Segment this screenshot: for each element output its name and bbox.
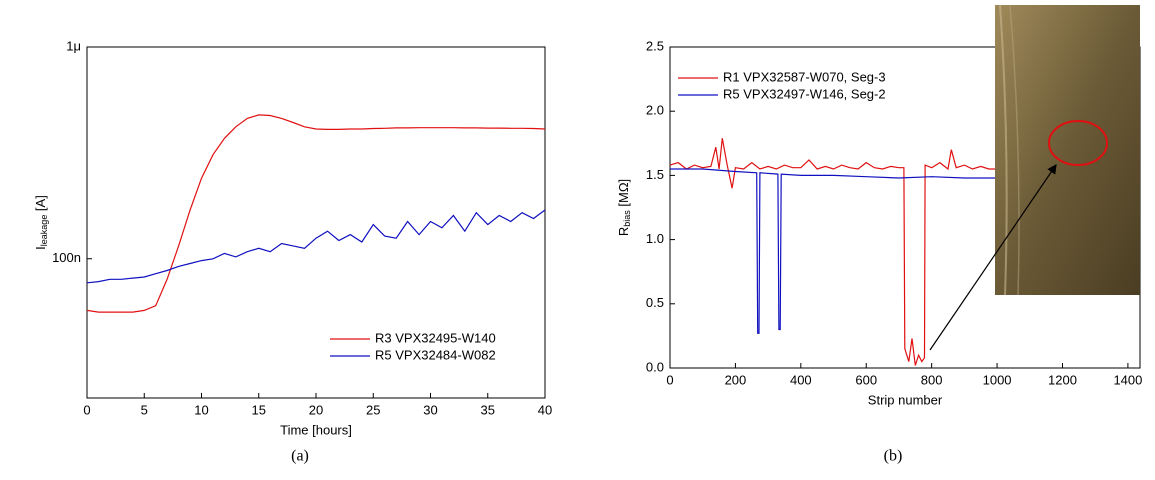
caption: (a): [291, 448, 309, 465]
y-tick-label: 100n: [52, 250, 81, 265]
x-tick-label: 800: [921, 372, 943, 387]
y-axis-label-part: [A]: [33, 195, 48, 215]
y-axis-label-part: leakage: [39, 215, 49, 247]
series-line: [670, 168, 998, 334]
y-axis-label-part: I: [33, 246, 48, 250]
legend-label: R5 VPX32497-W146, Seg-2: [723, 86, 886, 101]
x-tick-label: 5: [141, 402, 148, 417]
legend-label: R5 VPX32484-W082: [375, 347, 496, 362]
chart: 0 5 10 15 20 25 30 35 40 100n 1μ Time [hours] Ileaka…: [33, 38, 552, 464]
y-tick-label: 0.0: [646, 359, 664, 374]
x-tick-label: 1000: [983, 372, 1012, 387]
x-tick-label: 40: [538, 402, 552, 417]
series-line: [86, 114, 546, 313]
y-axis-label-part: [MΩ]: [616, 179, 631, 210]
x-tick-label: 0: [83, 402, 90, 417]
caption: (b): [884, 448, 903, 465]
y-axis-label-part: bias: [622, 210, 632, 227]
x-tick-label: 1400: [1113, 372, 1142, 387]
y-tick-label: 1μ: [66, 38, 81, 53]
photo-inset: [995, 4, 1140, 296]
x-axis-label: Time [hours]: [280, 422, 352, 437]
x-tick-label: 25: [366, 402, 380, 417]
y-tick-label: 2.5: [646, 38, 664, 53]
x-axis-label: Strip number: [868, 392, 943, 407]
x-tick-label: 30: [423, 402, 437, 417]
y-tick-label: 0.5: [646, 295, 664, 310]
x-tick-label: 20: [309, 402, 323, 417]
legend-label: R1 VPX32587-W070, Seg-3: [723, 69, 886, 84]
y-axis-label-part: R: [616, 227, 631, 236]
x-tick-label: 35: [481, 402, 495, 417]
x-tick-label: 1200: [1048, 372, 1077, 387]
y-axis-label: Ileakage [A]: [33, 195, 49, 250]
series-line: [669, 138, 998, 366]
x-tick-label: 200: [725, 372, 747, 387]
x-tick-label: 600: [855, 372, 877, 387]
x-tick-label: 400: [790, 372, 812, 387]
x-tick-label: 10: [194, 402, 208, 417]
y-tick-label: 1.5: [646, 167, 664, 182]
series-line: [86, 209, 546, 284]
y-tick-label: 2.0: [646, 103, 664, 118]
x-tick-label: 0: [666, 372, 673, 387]
x-tick-label: 15: [252, 402, 266, 417]
y-axis-label: Rbias [MΩ]: [616, 179, 632, 236]
y-tick-label: 1.0: [646, 231, 664, 246]
arrow: [929, 164, 1057, 351]
chart: 0 200 400 600 800 1000 1200 1400 0.0 0.5 1.0 1.5 2.0…: [616, 38, 1142, 464]
legend-label: R3 VPX32495-W140: [375, 330, 496, 345]
